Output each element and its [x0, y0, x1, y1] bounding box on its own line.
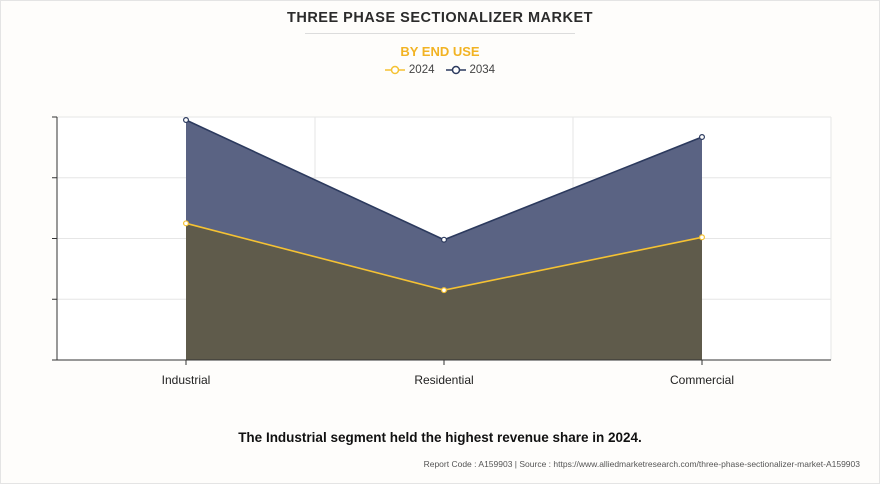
point-2024-commercial — [698, 234, 705, 241]
point-2034-industrial — [183, 117, 190, 124]
legend-label-2024: 2024 — [408, 64, 435, 76]
legend-marker-2034-icon — [445, 65, 466, 75]
chart-caption: The Industrial segment held the highest … — [238, 430, 642, 445]
point-2024-residential — [441, 287, 448, 294]
x-tick-label-residential: Residential — [414, 373, 473, 387]
point-2034-residential — [441, 236, 448, 243]
point-2034-commercial — [698, 134, 705, 141]
x-tick-label-commercial: Commercial — [670, 373, 734, 387]
legend-item-2024[interactable]: 2024 — [384, 64, 435, 76]
area-chart: Industrial Residential Commercial — [52, 116, 832, 387]
legend: 2024 2034 — [0, 64, 880, 76]
source-footer: Report Code : A159903 | Source : https:/… — [423, 459, 860, 469]
point-2024-industrial — [183, 220, 190, 227]
legend-label-2034: 2034 — [469, 64, 496, 76]
chart-subtitle: BY END USE — [400, 44, 480, 59]
legend-item-2034[interactable]: 2034 — [445, 64, 496, 76]
x-tick-label-industrial: Industrial — [162, 373, 211, 387]
title-divider — [305, 33, 575, 34]
chart-title: THREE PHASE SECTIONALIZER MARKET — [286, 10, 593, 26]
legend-marker-2024-icon — [384, 65, 405, 75]
